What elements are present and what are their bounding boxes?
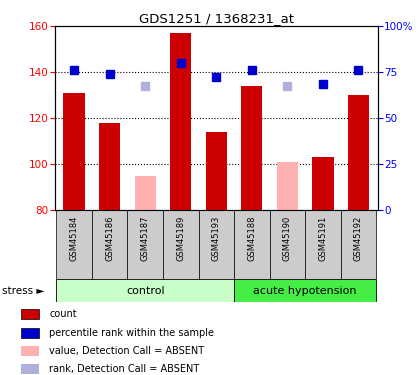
Text: acute hypotension: acute hypotension <box>253 286 357 296</box>
Text: percentile rank within the sample: percentile rank within the sample <box>49 328 214 338</box>
Bar <box>312 157 333 210</box>
Bar <box>163 210 199 279</box>
Text: value, Detection Call = ABSENT: value, Detection Call = ABSENT <box>49 346 205 356</box>
Text: GSM45192: GSM45192 <box>354 216 363 261</box>
Bar <box>21 364 39 374</box>
Text: GSM45186: GSM45186 <box>105 216 114 261</box>
Bar <box>277 162 298 210</box>
Bar <box>341 210 376 279</box>
Text: GSM45191: GSM45191 <box>318 216 328 261</box>
Bar <box>127 210 163 279</box>
Text: GSM45190: GSM45190 <box>283 216 292 261</box>
Bar <box>199 210 234 279</box>
Text: GSM45188: GSM45188 <box>247 216 256 261</box>
Bar <box>241 86 262 210</box>
Bar <box>21 346 39 356</box>
Text: GSM45184: GSM45184 <box>70 216 79 261</box>
Bar <box>92 210 127 279</box>
Bar <box>234 210 270 279</box>
Bar <box>206 132 227 210</box>
Text: rank, Detection Call = ABSENT: rank, Detection Call = ABSENT <box>49 364 200 374</box>
Text: count: count <box>49 309 77 320</box>
Text: stress ►: stress ► <box>2 286 45 296</box>
Bar <box>134 176 156 210</box>
Bar <box>56 210 92 279</box>
Text: GSM45193: GSM45193 <box>212 216 221 261</box>
Text: GSM45187: GSM45187 <box>141 216 150 261</box>
Bar <box>21 309 39 320</box>
Bar <box>270 210 305 279</box>
Bar <box>21 328 39 338</box>
Title: GDS1251 / 1368231_at: GDS1251 / 1368231_at <box>139 12 294 25</box>
Text: control: control <box>126 286 165 296</box>
Bar <box>348 95 369 210</box>
Bar <box>63 93 85 210</box>
Bar <box>56 279 234 302</box>
Text: GSM45189: GSM45189 <box>176 216 185 261</box>
Bar <box>99 123 121 210</box>
Bar <box>305 210 341 279</box>
Bar <box>234 279 376 302</box>
Bar <box>170 33 192 210</box>
